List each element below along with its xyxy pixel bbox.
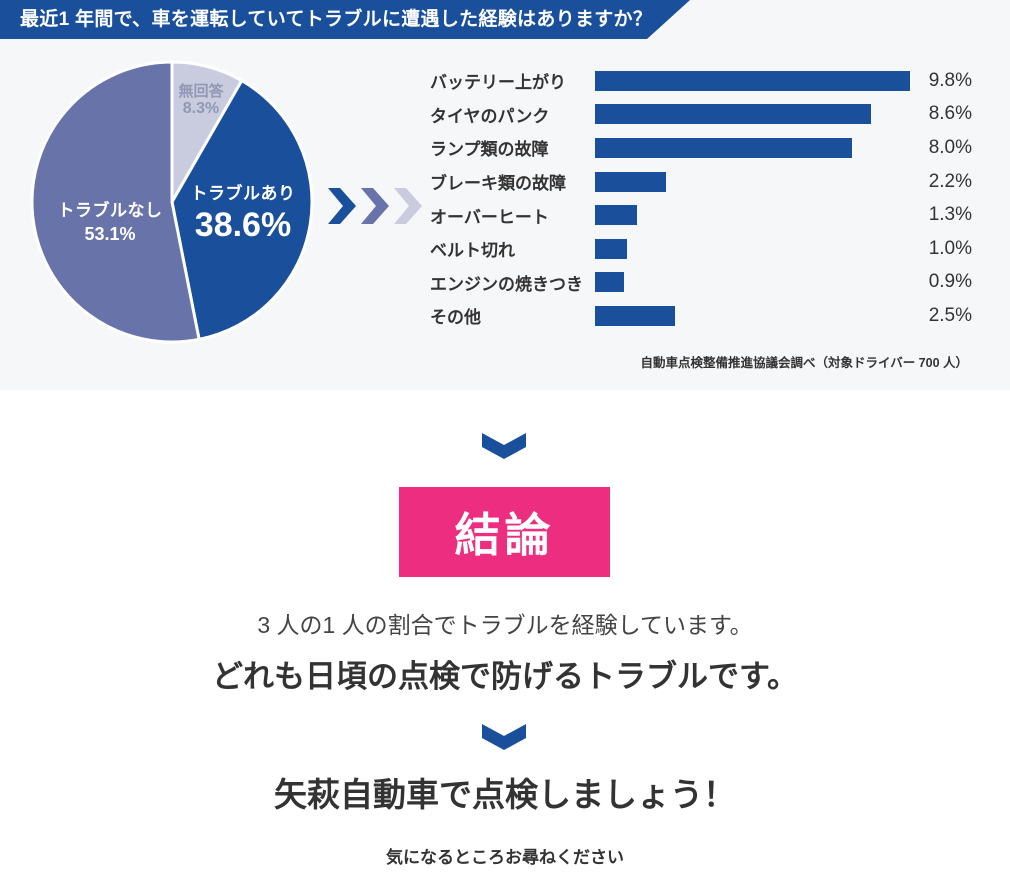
bar-track [595,272,910,293]
bar-row: ランプ類の故障 8.0% [430,131,972,165]
bar-category-label: ベルト切れ [430,241,515,261]
pie-chart-svg [30,60,314,344]
bar-fill [595,272,624,293]
pie-label-trouble-no-text: トラブルなし [57,201,163,220]
bar-row: ベルト切れ 1.0% [430,232,972,266]
bar-row: ブレーキ類の故障 2.2% [430,165,972,199]
bar-category-label: その他 [430,308,481,328]
bar-category-label: オーバーヒート [430,207,549,227]
bar-value-label: 2.2% [928,170,972,192]
bar-row: オーバーヒート 1.3% [430,198,972,232]
survey-chart-section: 最近1 年間で、車を運転していてトラブルに遭遇した経験はありますか？ 無回答 8… [0,0,1010,390]
bar-fill [595,238,628,259]
question-header-band: 最近1 年間で、車を運転していてトラブルに遭遇した経験はありますか？ [0,0,690,39]
bar-category-label: バッテリー上がり [430,73,566,93]
bar-category-label: タイヤのパンク [430,106,550,126]
pie-label-no-answer-pct: 8.3% [182,100,220,118]
chevron-right-icon [328,188,356,224]
bar-value-label: 2.5% [928,304,972,326]
pie-label-trouble-yes: トラブルあり 38.6% [163,184,323,245]
bar-value-label: 8.0% [928,136,972,158]
pie-label-no-answer-text: 無回答 [178,83,224,100]
chevron-down-icon [482,724,526,750]
pie-label-no-answer: 無回答 8.3% [146,83,256,119]
bar-value-label: 1.0% [928,237,972,259]
chevron-right-icon [394,188,422,224]
cta-subtext: 気になるところお尋ねください [386,848,624,867]
bar-chart: バッテリー上がり 9.8% タイヤのパンク 8.6% ランプ類の故障 8.0% ブレーキ類の… [430,64,972,333]
bar-track [595,305,910,326]
pie-label-trouble-no: トラブルなし 53.1% [30,201,190,244]
pie-slice-2 [30,60,201,344]
bar-fill [595,137,853,158]
bar-category-label: ランプ類の故障 [430,140,549,160]
bar-row: エンジンの焼きつき 0.9% [430,266,972,300]
bar-track [595,137,910,158]
pie-label-trouble-yes-pct: 38.6% [194,205,292,244]
bar-track [595,171,910,192]
bar-track [595,205,910,226]
bar-fill [595,305,676,326]
conclusion-badge-label: 結論 [454,509,555,561]
conclusion-badge: 結論 [399,487,610,577]
bar-row: バッテリー上がり 9.8% [430,64,972,98]
conclusion-line2: どれも日頃の点検で防げるトラブルです。 [212,659,798,694]
bar-row: その他 2.5% [430,299,972,333]
bar-value-label: 0.9% [928,271,972,293]
bar-fill [595,70,910,91]
conclusion-line1: 3 人の1 人の割合でトラブルを経験しています。 [257,612,753,638]
bar-track [595,238,910,259]
chevron-down-icon [482,433,526,459]
bar-value-label: 1.3% [928,204,972,226]
chevron-right-triple-icon [328,188,422,224]
pie-chart [27,57,317,347]
bar-value-label: 8.6% [928,103,972,125]
bar-category-label: ブレーキ類の故障 [430,174,566,194]
bar-fill [595,104,872,125]
source-note: 自動車点検整備推進協議会調べ（対象ドライバー 700 人） [640,356,968,370]
bar-category-label: エンジンの焼きつき [430,274,583,294]
chevron-right-icon [361,188,389,224]
question-title: 最近1 年間で、車を運転していてトラブルに遭遇した経験はありますか？ [20,9,653,30]
pie-label-trouble-no-pct: 53.1% [84,223,136,244]
bar-fill [595,205,637,226]
bar-track [595,104,910,125]
cta-text: 矢萩自動車で点検しましょう！ [274,776,736,813]
bar-track [595,70,910,91]
bar-fill [595,171,666,192]
bar-value-label: 9.8% [928,69,972,91]
pie-slice-1 [170,79,314,341]
bar-row: タイヤのパンク 8.6% [430,98,972,132]
pie-label-trouble-yes-text: トラブルあり [190,184,296,203]
